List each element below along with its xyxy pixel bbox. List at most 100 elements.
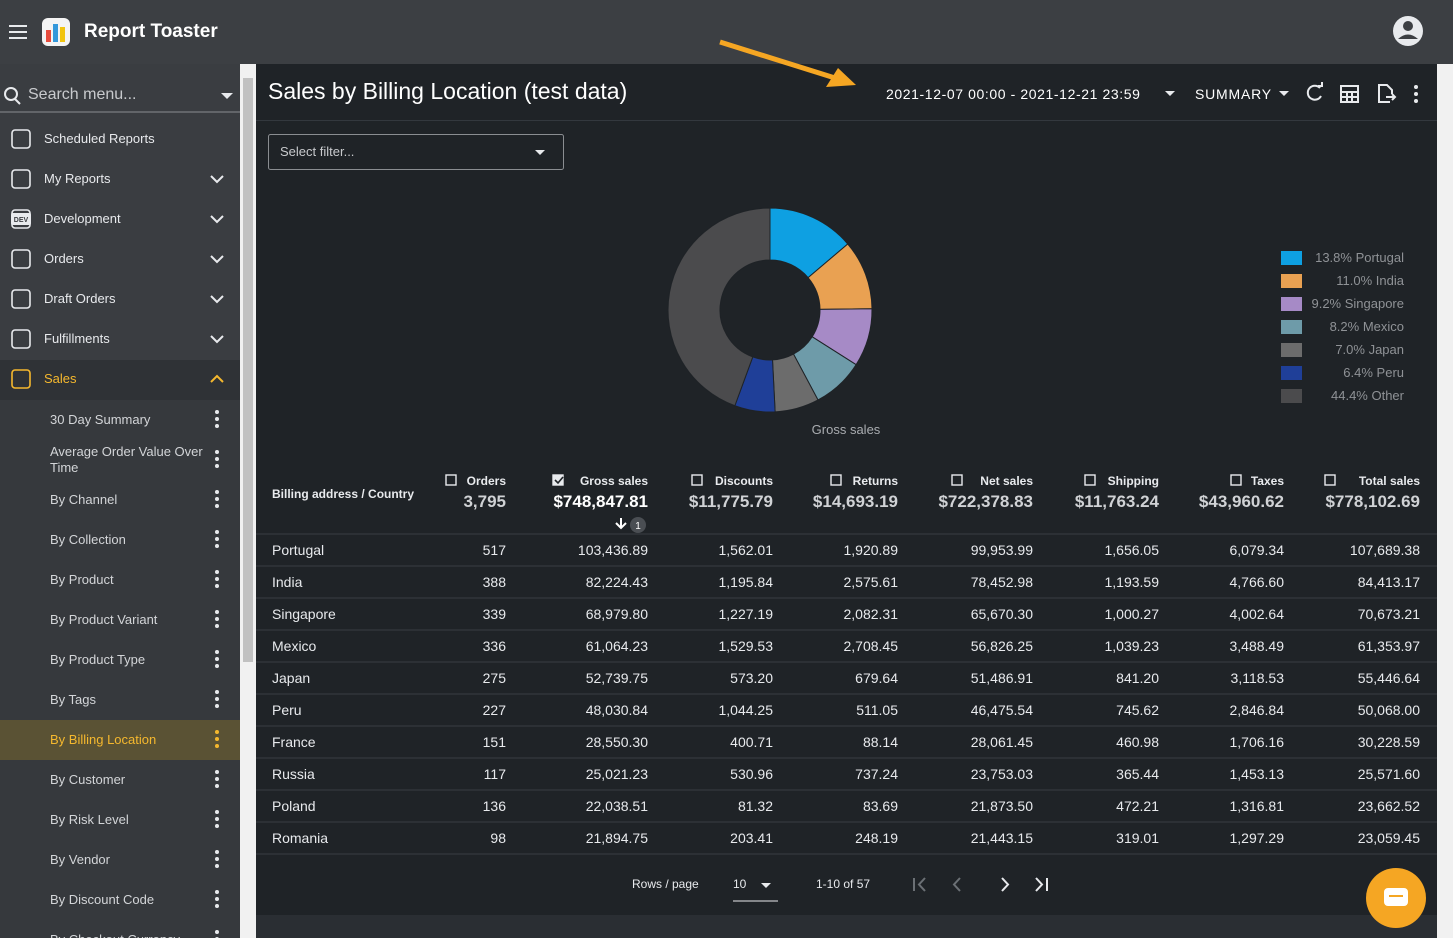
rows-per-page[interactable]: 10 — [733, 877, 747, 891]
item-menu-dot[interactable] — [215, 450, 219, 454]
item-menu-dot[interactable] — [215, 544, 219, 548]
item-menu-dot[interactable] — [215, 417, 219, 421]
legend-label[interactable]: 8.2% Mexico — [1330, 319, 1404, 334]
chevron[interactable] — [210, 255, 224, 264]
legend-swatch[interactable] — [1281, 366, 1302, 380]
sub-menu-item[interactable]: By Product — [50, 572, 114, 587]
legend-swatch[interactable] — [1281, 251, 1302, 265]
sub-menu-item[interactable]: By Customer — [50, 772, 126, 787]
item-menu-dot[interactable] — [215, 617, 219, 621]
legend-swatch[interactable] — [1281, 297, 1302, 311]
legend-label[interactable]: 7.0% Japan — [1335, 342, 1404, 357]
column-checkbox[interactable] — [1230, 474, 1242, 486]
column-header[interactable]: Gross sales — [579, 474, 648, 488]
column-checkbox[interactable] — [830, 474, 842, 486]
menu-item[interactable]: Sales — [44, 371, 77, 386]
legend-swatch[interactable] — [1281, 389, 1302, 403]
date-range[interactable]: 2021-12-07 00:00 - 2021-12-21 23:59 — [886, 86, 1141, 102]
item-menu-dot[interactable] — [215, 464, 219, 468]
sort-arrow[interactable] — [615, 518, 627, 530]
item-menu-dot[interactable] — [215, 584, 219, 588]
item-menu-dot[interactable] — [215, 864, 219, 868]
item-menu-dot[interactable] — [215, 497, 219, 501]
column-header[interactable]: Discounts — [714, 474, 773, 488]
rows-caret[interactable] — [761, 883, 771, 888]
item-menu-dot[interactable] — [215, 904, 219, 908]
sub-menu-item[interactable]: 30 Day Summary — [50, 412, 151, 427]
sub-menu-item[interactable]: By Billing Location — [50, 732, 157, 747]
column-header[interactable]: Net sales — [980, 474, 1033, 488]
item-menu-dot[interactable] — [215, 770, 219, 774]
item-menu-dot[interactable] — [215, 610, 219, 614]
item-menu-dot[interactable] — [215, 410, 219, 414]
chevron[interactable] — [210, 374, 224, 383]
column-header[interactable]: Orders — [466, 474, 506, 488]
item-menu-dot[interactable] — [215, 824, 219, 828]
item-menu-dot[interactable] — [215, 890, 219, 894]
view-selector[interactable]: SUMMARY — [1195, 86, 1272, 102]
page-scrollbar[interactable] — [1437, 64, 1453, 938]
menu-item[interactable]: Development — [44, 211, 121, 226]
sub-menu-item[interactable]: Average Order Value Over Time — [50, 444, 203, 475]
column-checkbox[interactable] — [1084, 474, 1096, 486]
caret[interactable] — [221, 93, 233, 99]
sub-menu-item[interactable]: By Discount Code — [50, 892, 155, 907]
legend-label[interactable]: 11.0% India — [1336, 273, 1404, 288]
item-menu-dot[interactable] — [215, 777, 219, 781]
menu-item[interactable]: Fulfillments — [44, 331, 110, 346]
item-menu-dot[interactable] — [215, 657, 219, 661]
item-menu-dot[interactable] — [215, 784, 219, 788]
column-header[interactable]: Taxes — [1250, 474, 1284, 488]
item-menu-dot[interactable] — [215, 744, 219, 748]
menu-item[interactable]: Scheduled Reports — [44, 131, 155, 146]
item-menu-dot[interactable] — [215, 690, 219, 694]
item-menu-dot[interactable] — [215, 537, 219, 541]
legend-label[interactable]: 6.4% Peru — [1343, 365, 1404, 380]
toolbar-icons[interactable] — [1306, 82, 1397, 103]
item-menu-dot[interactable] — [215, 704, 219, 708]
sub-menu-item[interactable]: By Product Variant — [50, 612, 158, 627]
scroll-thumb[interactable] — [243, 78, 253, 662]
item-menu-dot[interactable] — [215, 857, 219, 861]
item-menu-dot[interactable] — [215, 457, 219, 461]
sub-menu-item[interactable]: By Vendor — [50, 852, 110, 867]
item-menu-dot[interactable] — [215, 697, 219, 701]
item-menu-dot[interactable] — [215, 817, 219, 821]
page-nav-disabled[interactable] — [913, 877, 961, 892]
column-checkbox[interactable] — [552, 474, 564, 486]
chevron[interactable] — [210, 215, 224, 224]
column-checkbox[interactable] — [445, 474, 457, 486]
filter-caret[interactable] — [535, 150, 545, 155]
column-header[interactable]: Total sales — [1358, 474, 1420, 488]
filter-box[interactable] — [268, 134, 564, 170]
item-menu-dot[interactable] — [215, 897, 219, 901]
sub-menu-item[interactable]: By Checkout Currency — [50, 932, 205, 938]
legend-label[interactable]: 13.8% Portugal — [1315, 250, 1404, 265]
sub-menu-item[interactable]: By Collection — [50, 532, 126, 547]
column-header[interactable]: Shipping — [1107, 474, 1159, 488]
menu-item[interactable]: My Reports — [44, 171, 111, 186]
item-menu-dot[interactable] — [215, 810, 219, 814]
column-checkbox[interactable] — [691, 474, 703, 486]
menu-item[interactable]: Orders — [44, 251, 84, 266]
item-menu-dot[interactable] — [215, 737, 219, 741]
column-header[interactable]: Returns — [852, 474, 898, 488]
chevron[interactable] — [210, 335, 224, 344]
column-checkbox[interactable] — [1324, 474, 1336, 486]
chevron[interactable] — [210, 295, 224, 304]
more-icon[interactable] — [1414, 85, 1418, 103]
item-menu-dot[interactable] — [215, 650, 219, 654]
search-input[interactable]: Search menu... — [28, 86, 137, 103]
sub-menu-item[interactable]: By Tags — [50, 692, 97, 707]
account-icon[interactable] — [1393, 16, 1423, 46]
item-menu-dot[interactable] — [215, 504, 219, 508]
legend-swatch[interactable] — [1281, 274, 1302, 288]
sub-menu-item[interactable]: By Product Type — [50, 652, 146, 667]
page-nav[interactable] — [1001, 877, 1048, 892]
menu-icon[interactable] — [9, 25, 27, 39]
chat-button[interactable] — [1366, 868, 1426, 928]
item-menu-dot[interactable] — [215, 490, 219, 494]
column-checkbox[interactable] — [951, 474, 963, 486]
legend-swatch[interactable] — [1281, 320, 1302, 334]
item-menu-dot[interactable] — [215, 850, 219, 854]
